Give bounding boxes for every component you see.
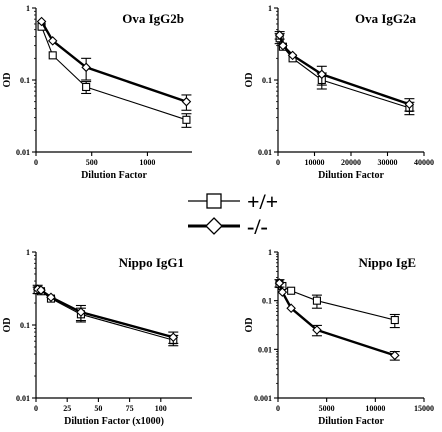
data-point-diamond [76, 307, 86, 317]
y-tick-label: 0.01 [16, 148, 30, 157]
legend: +/+ -/- [188, 189, 278, 239]
y-axis-label: OD [2, 73, 13, 88]
series-line-ko [278, 282, 396, 357]
legend-square-marker [206, 193, 222, 209]
chart-panel: 0.01 0.1 1 0 10000 20000 30000 40000 Ova IgG2a Di… [244, 4, 434, 181]
chart-title: Nippo IgG1 [119, 255, 184, 270]
x-tick-label: 0 [34, 158, 38, 167]
chart-panel: 0.001 0.01 0.1 1 0 5000 10000 15000 Nippo IgE Dil… [244, 248, 434, 427]
x-tick-label: 5000 [319, 404, 335, 413]
x-axis-label: Dilution Factor [318, 170, 384, 181]
y-tick-label: 0.01 [258, 148, 272, 157]
data-point-diamond [404, 99, 415, 110]
legend-label-wt: +/+ [247, 189, 278, 214]
x-tick-label: 15000 [414, 404, 434, 413]
y-tick-label: 0.1 [262, 297, 272, 306]
x-tick-label: 10000 [365, 404, 385, 413]
data-point-diamond [81, 62, 91, 73]
data-point-diamond [274, 278, 285, 288]
data-point-diamond [47, 36, 58, 46]
x-tick-label: 40000 [414, 158, 434, 167]
y-tick-label: 0.1 [20, 321, 30, 330]
chart-title: Ova IgG2a [355, 11, 417, 26]
chart-title: Nippo IgE [359, 255, 416, 270]
data-point-diamond [181, 96, 192, 107]
data-point-diamond [46, 292, 56, 303]
data-point-diamond [317, 69, 327, 80]
series-line-wt [279, 283, 395, 321]
data-point-diamond [274, 30, 285, 40]
legend-diamond-marker [205, 217, 223, 235]
data-point-square [82, 82, 91, 92]
y-axis-label: OD [2, 318, 13, 333]
x-tick-label: 100 [155, 404, 167, 413]
x-tick-label: 50 [94, 404, 102, 413]
data-point-diamond [287, 50, 298, 61]
y-tick-label: 1 [26, 4, 30, 13]
data-point-square [48, 51, 57, 60]
x-tick-label: 10000 [305, 158, 325, 167]
data-point-square [312, 296, 321, 305]
x-tick-label: 0 [34, 404, 38, 413]
x-tick-label: 20000 [341, 158, 361, 167]
x-tick-label: 0 [276, 404, 280, 413]
x-axis-label: Dilution Factor [318, 416, 384, 427]
x-axis-label: Dilution Factor (x1000) [64, 416, 164, 427]
y-tick-label: 0.01 [258, 345, 272, 354]
x-tick-label: 500 [86, 158, 98, 167]
y-tick-label: 0.1 [20, 76, 30, 85]
data-point-diamond [312, 325, 322, 335]
series-line-ko [37, 287, 174, 339]
y-tick-label: 0.1 [262, 76, 272, 85]
y-tick-label: 1 [26, 248, 30, 257]
series-line-ko [278, 34, 410, 106]
chart-panel: 0.01 0.1 1 0 25 50 75 100 Nippo IgG1 Dilution Fac… [2, 248, 192, 427]
data-point-square [287, 286, 296, 295]
x-tick-label: 1000 [139, 158, 155, 167]
x-tick-label: 0 [276, 158, 280, 167]
y-tick-label: 1 [268, 248, 272, 257]
y-axis-label: OD [244, 73, 255, 88]
y-tick-label: 0.001 [254, 394, 272, 403]
chart-panel: 0.01 0.1 1 0 500 1000 Ova IgG2b Dilution Factor… [2, 4, 192, 181]
series-line-ko [40, 20, 187, 103]
data-point-diamond [36, 285, 46, 295]
y-axis-label: OD [244, 318, 255, 333]
series-line-wt [41, 26, 187, 121]
data-point-square [182, 115, 191, 124]
x-tick-label: 75 [126, 404, 134, 413]
data-point-diamond [278, 40, 288, 51]
chart-title: Ova IgG2b [122, 11, 184, 26]
legend-label-ko: -/- [247, 214, 268, 239]
data-point-diamond [390, 350, 400, 361]
data-point-diamond [286, 303, 296, 313]
x-tick-label: 30000 [378, 158, 398, 167]
data-point-diamond [168, 332, 179, 343]
x-axis-label: Dilution Factor [81, 170, 147, 181]
y-tick-label: 0.01 [16, 394, 30, 403]
data-point-square [390, 315, 399, 325]
x-tick-label: 25 [63, 404, 71, 413]
data-point-diamond [36, 16, 47, 27]
data-point-diamond [277, 287, 288, 297]
y-tick-label: 1 [268, 4, 272, 13]
